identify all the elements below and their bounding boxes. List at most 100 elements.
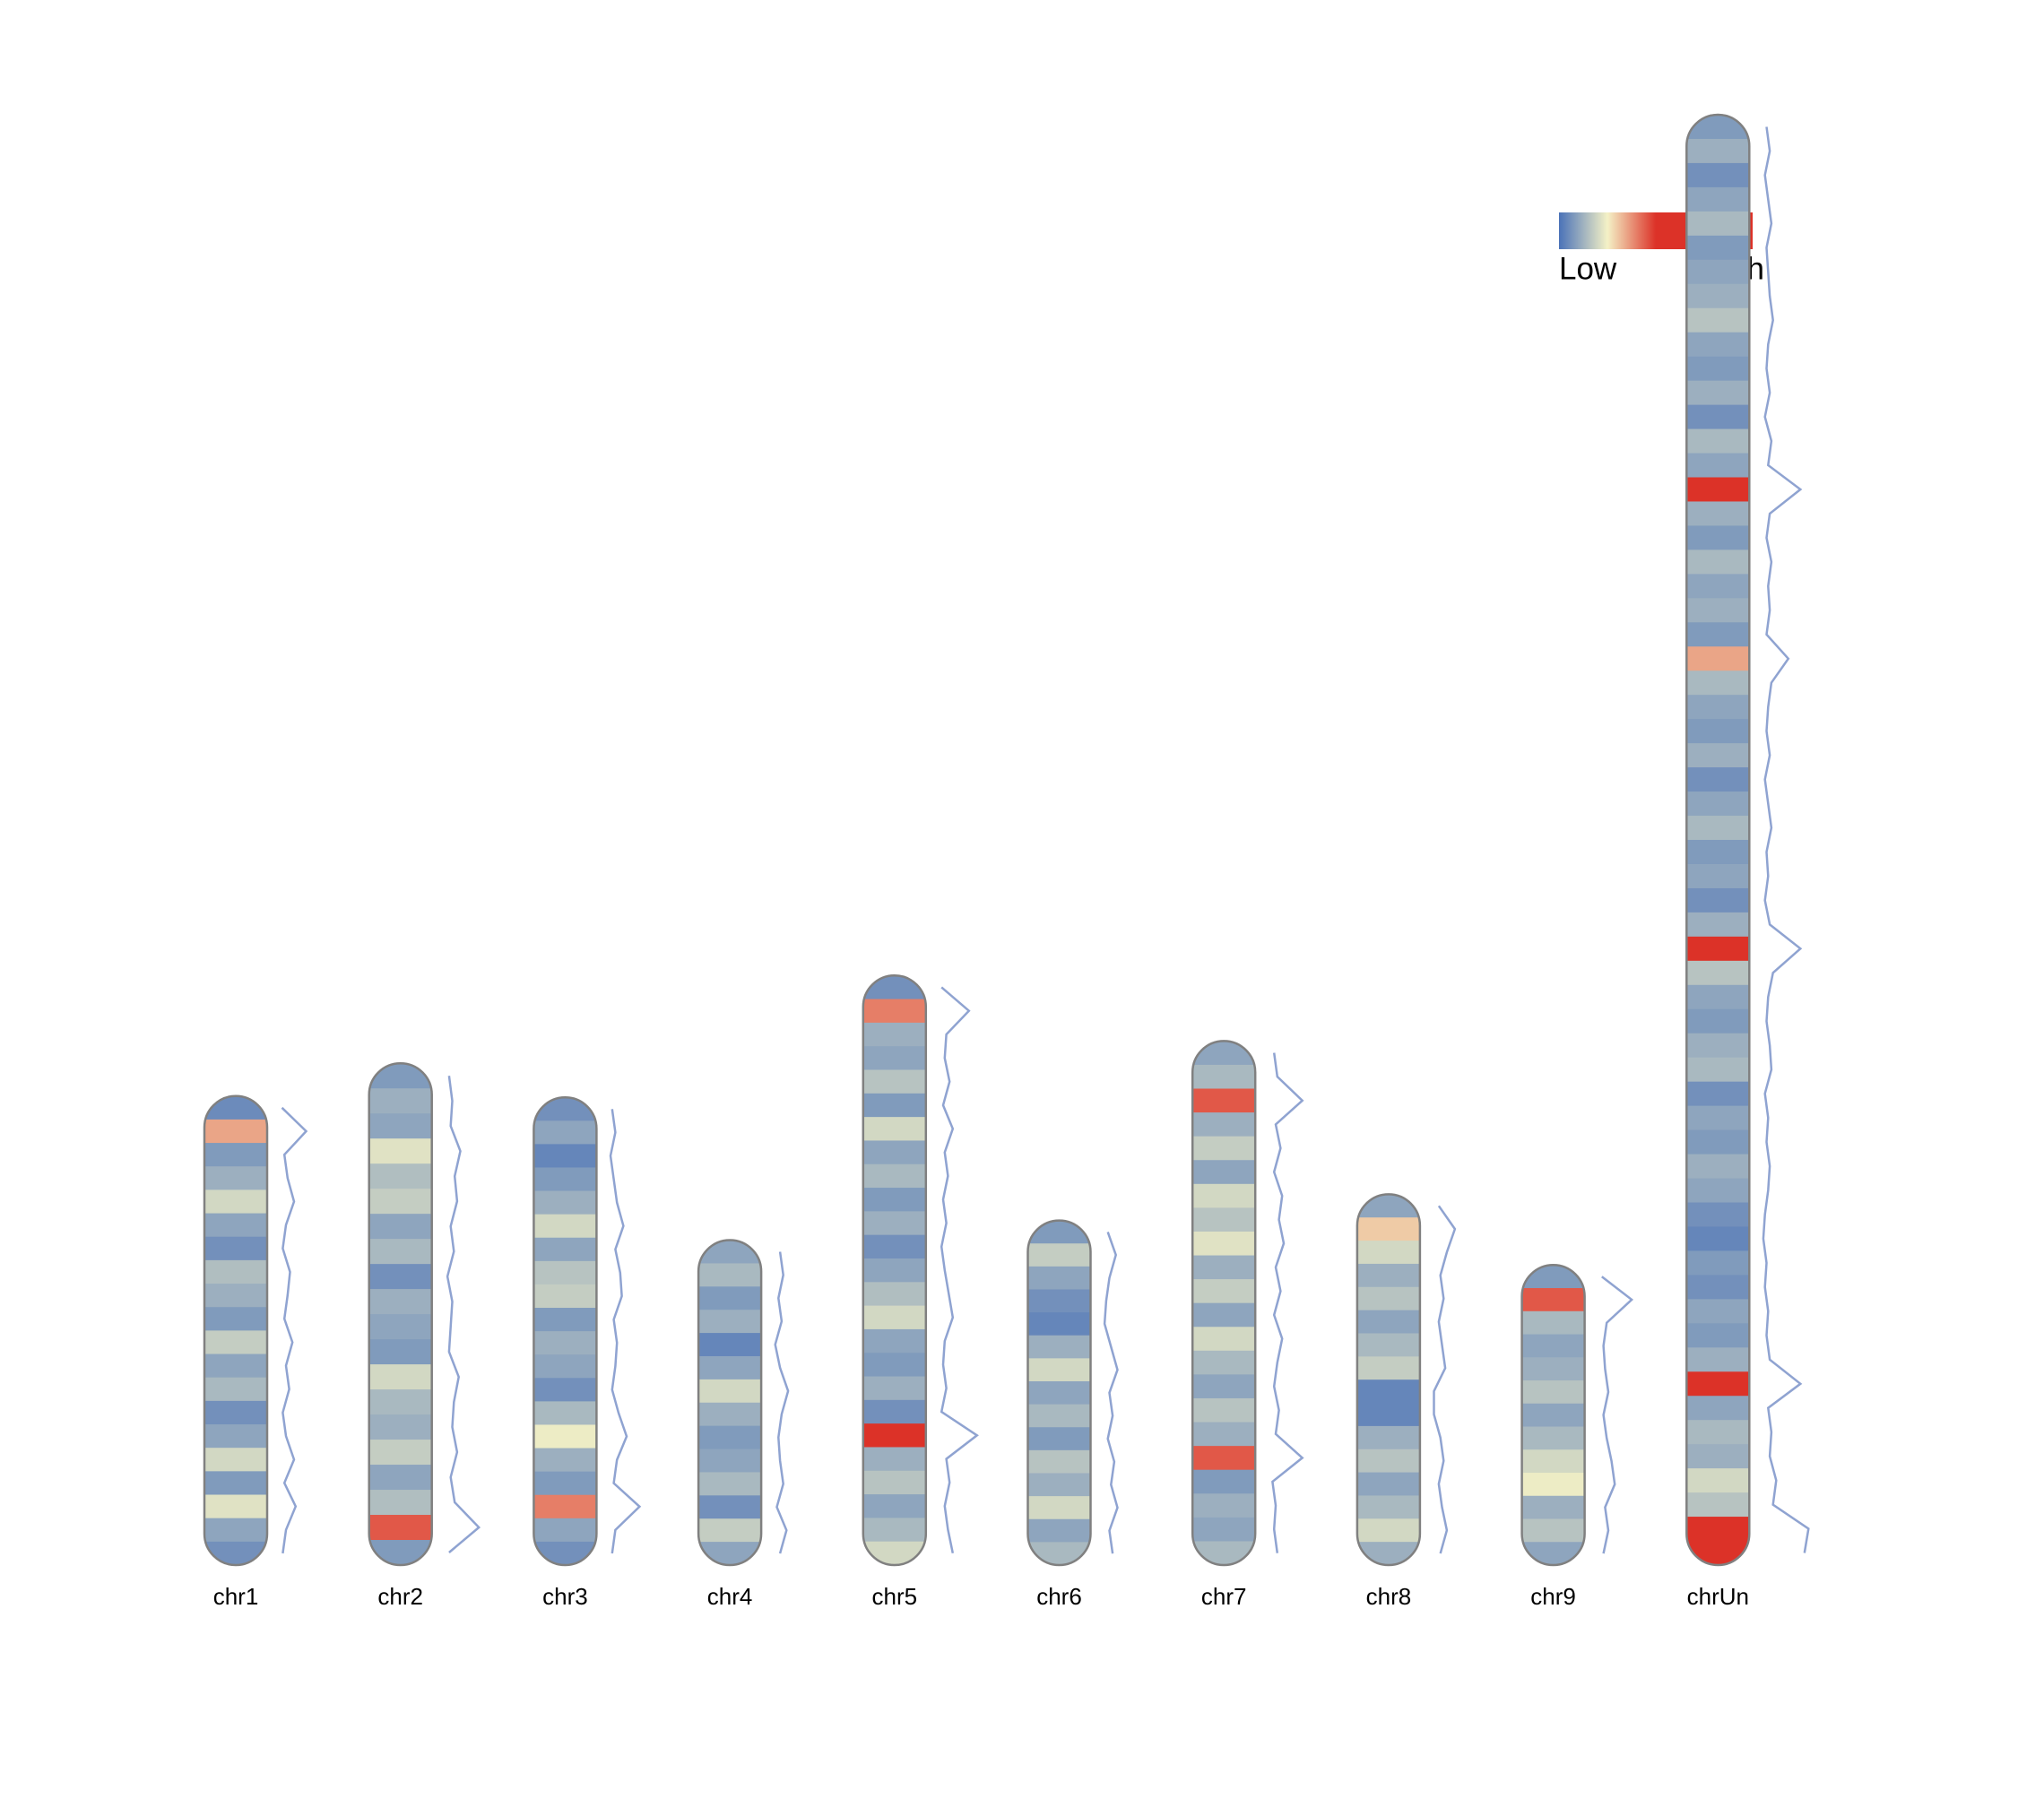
density-band [1686,719,1750,744]
density-band [1192,1183,1256,1208]
density-band [204,1213,267,1238]
density-band [862,1399,926,1424]
density-band [1356,1194,1420,1218]
density-band [204,1284,267,1308]
density-band [1356,1449,1420,1474]
density-band [862,1447,926,1472]
density-band [368,1465,432,1491]
density-line [1762,126,1810,1553]
bands [533,1097,597,1565]
density-band [1686,1541,1750,1565]
density-band [1686,887,1750,913]
density-band [204,1471,267,1496]
density-line [1601,1276,1634,1554]
density-band [1686,1444,1750,1469]
density-band [1027,1449,1091,1474]
density-band [1686,259,1750,285]
density-band [1192,1160,1256,1185]
density-band [1356,1356,1420,1380]
chromosome [697,1239,790,1567]
density-band [1192,1041,1256,1066]
density-band [204,1095,267,1120]
density-band [1686,332,1750,358]
density-band [1521,1334,1585,1358]
bands [1686,115,1750,1565]
density-band [368,1163,432,1189]
density-band [1686,816,1750,841]
density-band [1686,525,1750,550]
chromosome [1191,1040,1304,1567]
density-band [1686,1323,1750,1348]
density-band [1686,840,1750,865]
bands [1027,1220,1091,1566]
density-band [1686,1275,1750,1300]
density-band [862,1234,926,1259]
density-band [1356,1286,1420,1311]
density-band [862,1376,926,1401]
density-band [1192,1279,1256,1304]
density-band [1686,453,1750,478]
density-band [1027,1358,1091,1382]
density-band [698,1449,762,1473]
density-band [862,1258,926,1283]
chromosome [533,1095,642,1567]
density-band [533,1167,597,1192]
density-band [862,1353,926,1378]
density-band [1686,1033,1750,1059]
density-band [204,1189,267,1215]
density-band [1686,1517,1750,1542]
density-band [1192,1350,1256,1375]
chromosome-outline [1355,1193,1422,1567]
density-band [1521,1542,1585,1565]
density-band [1521,1449,1585,1474]
density-band [1192,1469,1256,1494]
density-band [1027,1518,1091,1543]
density-band [1686,235,1750,261]
density-band [533,1097,597,1121]
density-band [698,1263,762,1287]
density-line [1433,1205,1457,1554]
density-line [1103,1231,1119,1554]
density-band [1192,1136,1256,1161]
chromosome-label: chr7 [1201,1583,1247,1610]
density-band [698,1240,762,1264]
density-band [204,1494,267,1519]
density-band [1356,1380,1420,1404]
density-band [533,1284,597,1309]
density-band [1686,1347,1750,1372]
density-band [1192,1327,1256,1352]
density-band [862,1211,926,1236]
density-band [698,1402,762,1427]
density-band [1192,1397,1256,1423]
density-band [1686,670,1750,696]
density-band [1356,1263,1420,1288]
density-band [862,1282,926,1307]
chromosome-label: chr3 [542,1583,588,1610]
density-band [698,1355,762,1380]
density-band [1686,1105,1750,1131]
density-band [533,1494,597,1519]
density-band [1686,501,1750,526]
density-band [1356,1542,1420,1566]
density-band [204,1259,267,1284]
density-band [368,1490,432,1516]
density-band [1027,1380,1091,1405]
density-band [1027,1243,1091,1267]
chromosome [1685,113,1810,1567]
density-band [533,1237,597,1262]
density-band [862,1305,926,1330]
density-line [281,1106,308,1554]
density-band [1192,1446,1256,1471]
density-band [1686,115,1750,140]
bands [698,1240,762,1565]
density-band [1027,1473,1091,1497]
legend-low: Low [1559,251,1617,286]
density-band [1686,307,1750,333]
density-band [862,1140,926,1165]
density-band [1686,1299,1750,1324]
density-band [1521,1310,1585,1336]
density-band [1686,1008,1750,1034]
density-band [204,1377,267,1402]
chromosome [1355,1193,1457,1567]
